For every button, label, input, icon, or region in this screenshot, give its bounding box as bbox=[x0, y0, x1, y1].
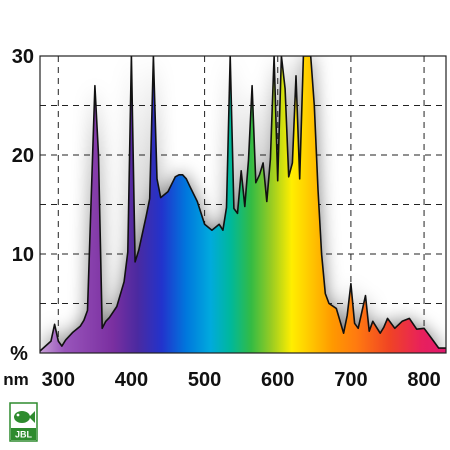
x-tick-labels: 300 400 500 600 700 800 bbox=[42, 369, 441, 391]
x-tick-label: 400 bbox=[115, 369, 148, 391]
y-tick-label: 20 bbox=[12, 145, 34, 167]
y-unit-label: % bbox=[10, 343, 28, 365]
spectrum-outline bbox=[40, 56, 446, 352]
logo-text: JBL bbox=[15, 430, 33, 440]
y-tick-labels: 10 20 30 bbox=[12, 46, 34, 266]
y-tick-label: 10 bbox=[12, 244, 34, 266]
fish-icon bbox=[14, 411, 35, 423]
x-tick-label: 800 bbox=[407, 369, 440, 391]
jbl-logo: JBL bbox=[9, 402, 38, 442]
x-tick-label: 600 bbox=[261, 369, 294, 391]
y-tick-label: 30 bbox=[12, 46, 34, 68]
x-tick-label: 500 bbox=[188, 369, 221, 391]
x-tick-label: 300 bbox=[42, 369, 75, 391]
plot-frame bbox=[39, 55, 447, 354]
x-unit-label: nm bbox=[3, 370, 29, 389]
spectrum-area bbox=[40, 56, 446, 353]
x-tick-label: 700 bbox=[334, 369, 367, 391]
